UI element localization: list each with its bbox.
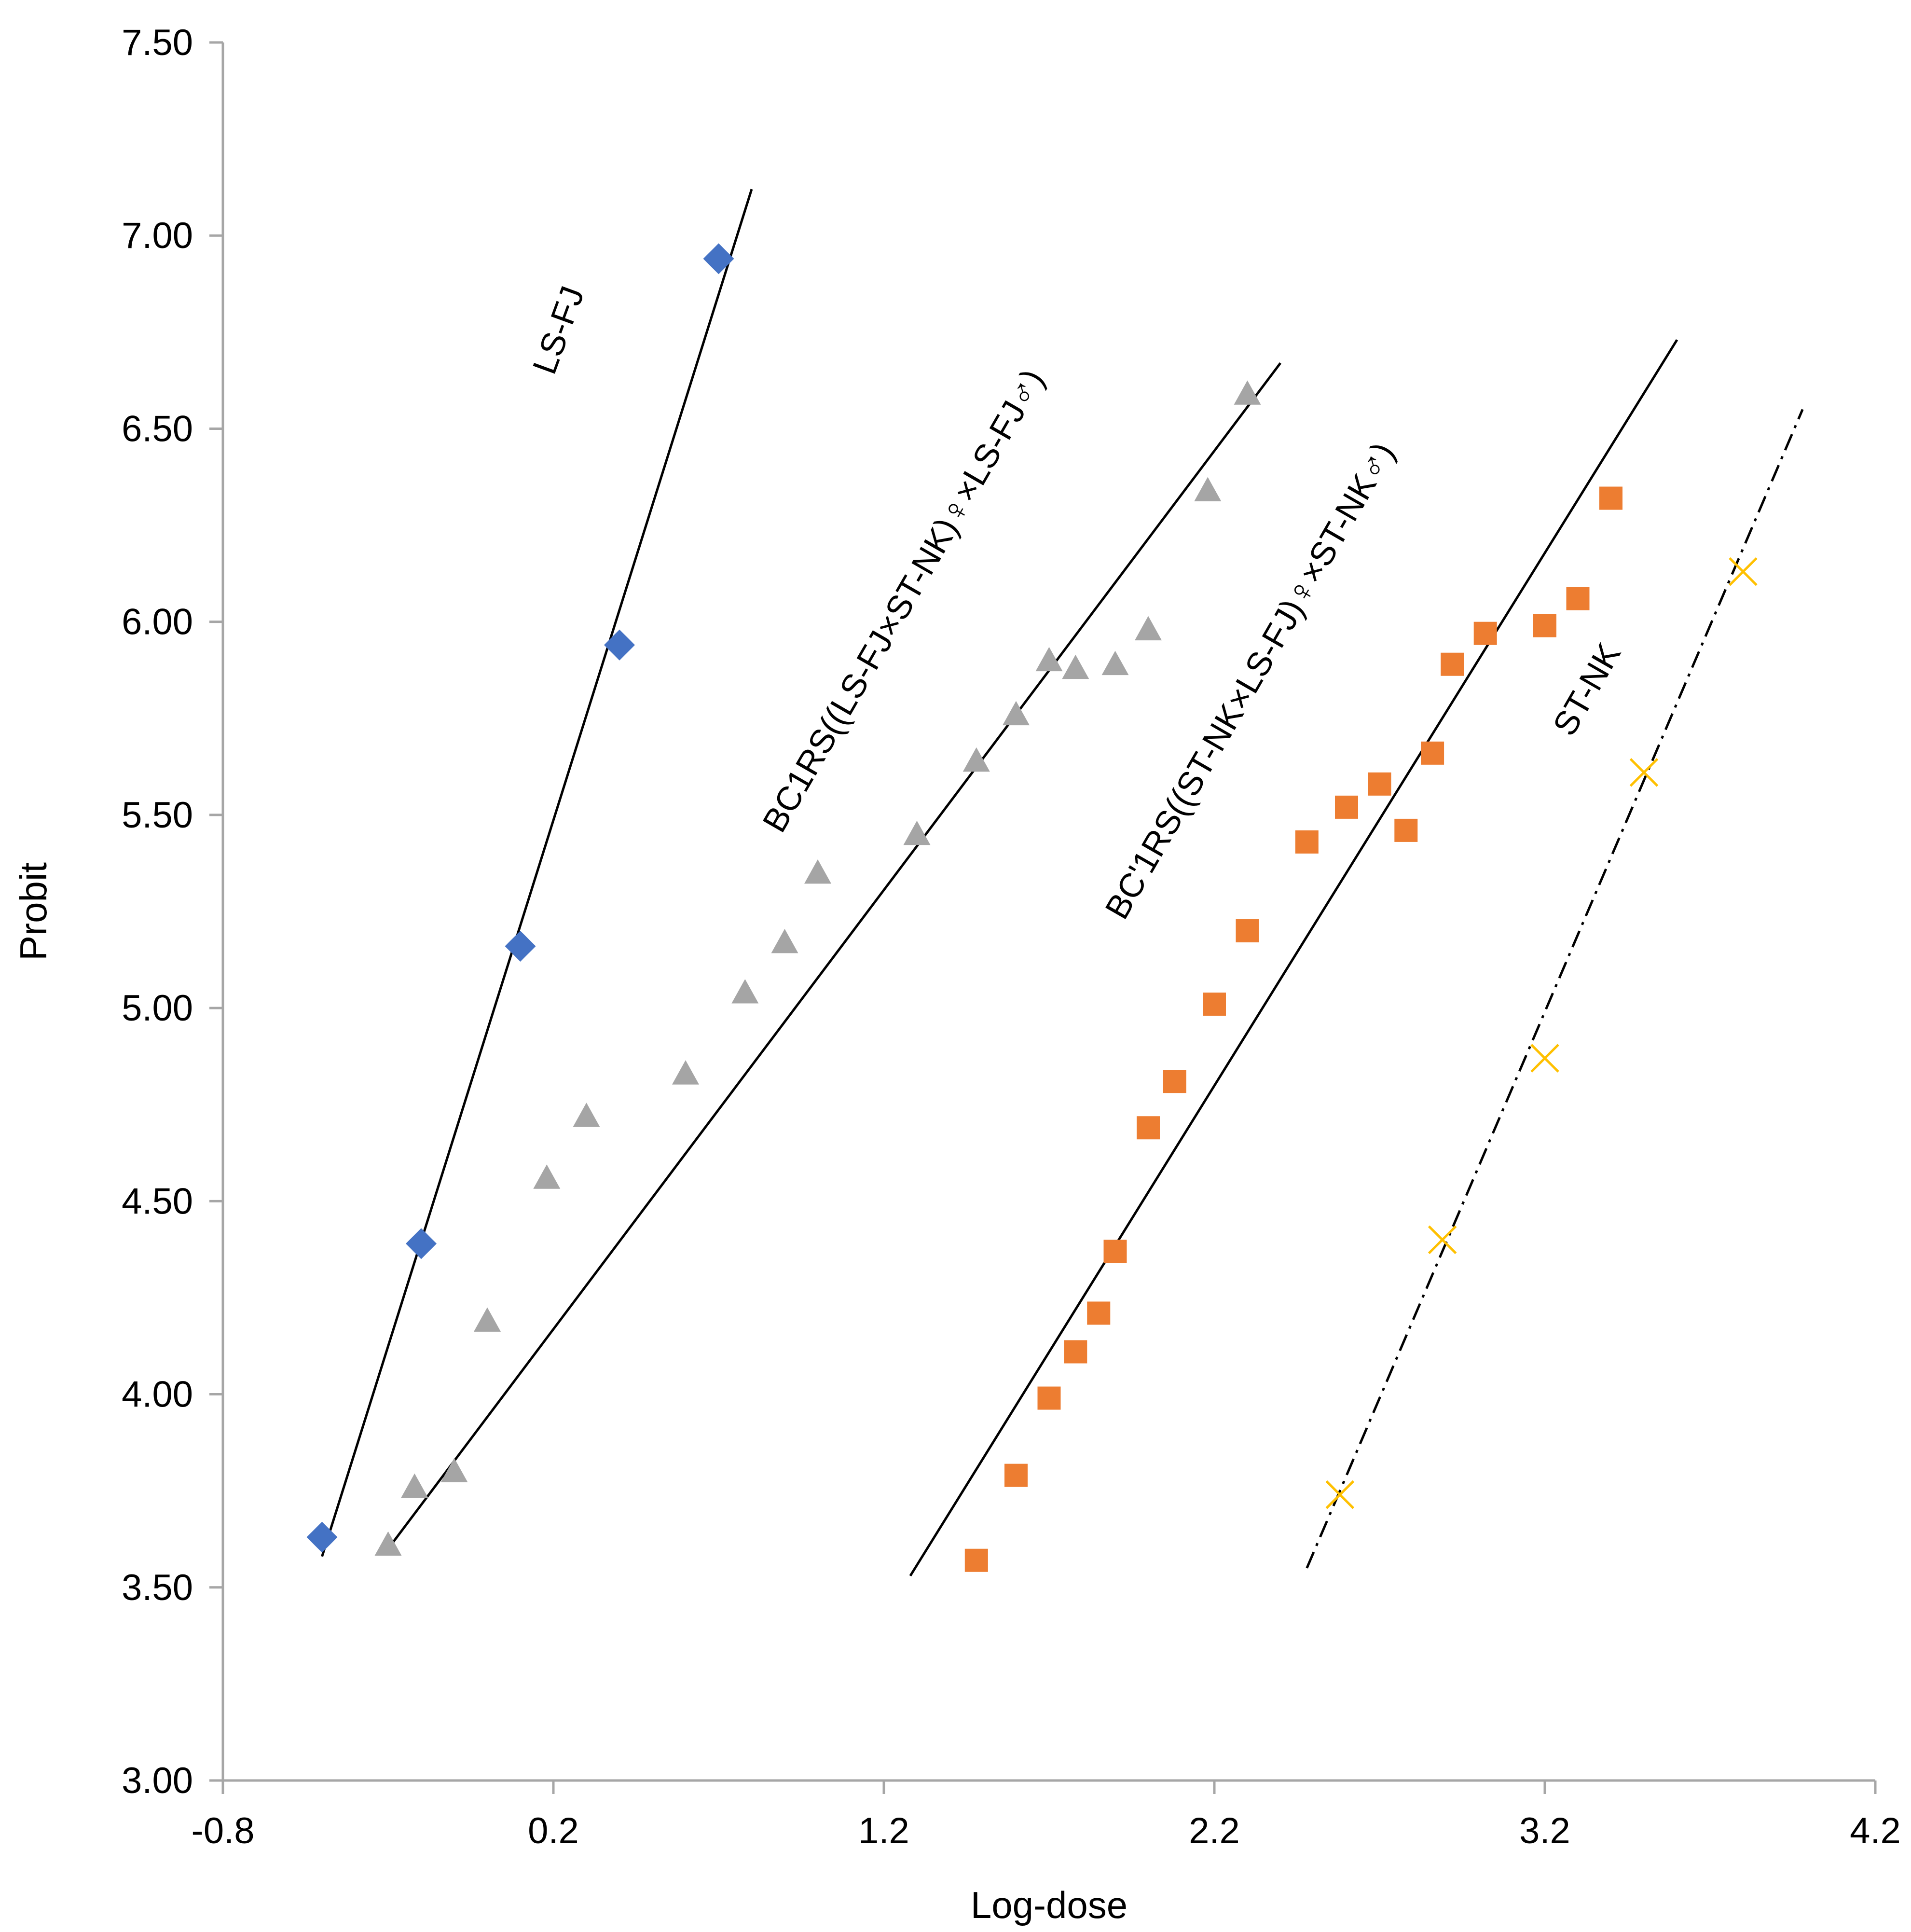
series-3-point	[1566, 587, 1590, 610]
series-4-point	[1629, 758, 1659, 787]
y-tick-label: 5.50	[122, 795, 193, 836]
series-2-point	[672, 1060, 699, 1085]
series-label-4: ST-NK	[1545, 637, 1628, 742]
series-3-point	[1295, 830, 1319, 854]
series-2-point	[731, 979, 759, 1004]
series-2-point	[804, 859, 831, 884]
series-2-point	[573, 1103, 600, 1127]
series-4-point	[1325, 1480, 1355, 1509]
series-2-point	[374, 1531, 402, 1556]
ticks: 3.00 3.50 4.00 4.50 5.00 5.50 6.00 6.50 7.00 7.50…	[122, 22, 1901, 1851]
series-3-point	[1368, 772, 1391, 796]
series-3-point	[1441, 652, 1464, 676]
series-4-point	[1729, 557, 1758, 586]
series-2-point	[1062, 654, 1089, 679]
series-2-point	[401, 1473, 428, 1498]
series-3-point	[1236, 919, 1259, 943]
series-3-point	[1599, 486, 1622, 510]
series-2-point	[440, 1458, 468, 1483]
data-points	[306, 243, 1758, 1572]
fit-line-3	[909, 339, 1678, 1577]
series-3-point	[1473, 621, 1497, 645]
series-2-point	[474, 1307, 501, 1332]
series-2-point	[1035, 647, 1063, 672]
series-3-point	[1533, 614, 1556, 637]
x-axis-title: Log-dose	[971, 1884, 1127, 1926]
series-2-point	[1194, 477, 1222, 501]
y-tick-label: 4.50	[122, 1181, 193, 1222]
x-tick-label: 2.2	[1189, 1810, 1240, 1851]
series-1-point	[703, 243, 734, 275]
series-2-point	[1135, 616, 1162, 641]
series-3-point	[1004, 1463, 1028, 1487]
y-tick-label: 5.00	[122, 988, 193, 1029]
series-labels: LS-FJ BC1RS((LS-FJ×ST-NK)♀×LS-FJ♂) BC'1RS(…	[525, 281, 1628, 925]
series-3-point	[1163, 1070, 1186, 1093]
series-2-point	[1101, 650, 1129, 676]
fit-line-1	[321, 189, 753, 1557]
x-tick-label: 1.2	[858, 1810, 909, 1851]
series-3-point	[1421, 741, 1444, 765]
series-4-point	[1530, 1044, 1559, 1073]
series-3-point	[1087, 1301, 1111, 1325]
series-3-point	[1203, 993, 1226, 1016]
series-3-point	[1037, 1386, 1061, 1410]
x-tick-label: 4.2	[1850, 1810, 1901, 1851]
y-tick-label: 4.00	[122, 1374, 193, 1415]
series-1-point	[505, 931, 536, 962]
x-tick-label: 0.2	[528, 1810, 579, 1851]
y-tick-label: 7.50	[122, 22, 193, 63]
y-tick-label: 7.00	[122, 215, 193, 256]
fit-lines	[321, 189, 1804, 1577]
series-3-point	[1394, 818, 1418, 842]
y-tick-label: 3.50	[122, 1567, 193, 1608]
series-3-point	[1103, 1240, 1127, 1263]
series-3-point	[964, 1548, 988, 1572]
series-1-point	[604, 629, 635, 661]
y-tick-label: 6.00	[122, 602, 193, 643]
fit-line-4	[1306, 409, 1804, 1569]
series-3-point	[1335, 795, 1358, 819]
series-2-point	[771, 929, 798, 953]
series-4-point	[1428, 1225, 1457, 1255]
series-3-point	[1137, 1116, 1160, 1140]
series-label-2: BC1RS((LS-FJ×ST-NK)♀×LS-FJ♂)	[755, 363, 1051, 839]
x-tick-label: -0.8	[192, 1810, 255, 1851]
y-tick-label: 6.50	[122, 408, 193, 449]
fit-line-2	[387, 362, 1281, 1550]
series-label-1: LS-FJ	[525, 281, 591, 379]
axes	[221, 42, 1875, 1782]
x-tick-label: 3.2	[1519, 1810, 1570, 1851]
series-1-point	[306, 1521, 338, 1553]
y-axis-title: Probit	[12, 862, 55, 961]
series-1-point	[406, 1228, 437, 1259]
series-3-point	[1064, 1340, 1087, 1364]
series-2-point	[1234, 380, 1261, 405]
series-2-point	[533, 1164, 561, 1189]
series-2-point	[962, 747, 990, 772]
series-2-point	[903, 820, 931, 845]
series-2-point	[1003, 701, 1030, 726]
series-label-3: BC'1RS((ST-NK×LS-FJ)♀×ST-NK♂)	[1098, 436, 1402, 925]
y-tick-label: 3.00	[122, 1760, 193, 1801]
